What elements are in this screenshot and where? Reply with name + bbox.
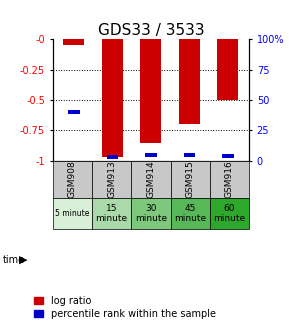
Bar	[53, 198, 92, 229]
Bar	[131, 161, 171, 198]
Text: GSM913: GSM913	[107, 160, 116, 198]
Bar	[179, 39, 200, 124]
Bar	[102, 39, 123, 157]
Text: time: time	[3, 255, 25, 265]
Text: 15
minute: 15 minute	[96, 204, 128, 223]
Text: GSM916: GSM916	[225, 160, 234, 198]
Text: 45
minute: 45 minute	[174, 204, 206, 223]
Bar	[131, 198, 171, 229]
Bar	[68, 110, 80, 114]
Bar	[171, 161, 210, 198]
Bar	[222, 154, 234, 158]
Bar	[53, 161, 92, 198]
Bar	[210, 161, 249, 198]
Text: 5 minute: 5 minute	[55, 209, 90, 218]
Bar	[92, 161, 131, 198]
Bar	[171, 198, 210, 229]
Text: GSM915: GSM915	[186, 160, 195, 198]
Text: 60
minute: 60 minute	[213, 204, 246, 223]
Bar	[217, 39, 239, 100]
Bar	[140, 39, 161, 143]
Bar	[92, 198, 131, 229]
Bar	[145, 153, 157, 157]
Bar	[184, 153, 195, 157]
Bar	[107, 155, 118, 159]
Text: GSM908: GSM908	[68, 160, 77, 198]
Bar	[63, 39, 84, 45]
Legend: log ratio, percentile rank within the sample: log ratio, percentile rank within the sa…	[34, 296, 216, 319]
Text: 30
minute: 30 minute	[135, 204, 167, 223]
Text: GSM914: GSM914	[146, 161, 155, 198]
Bar	[210, 198, 249, 229]
Title: GDS33 / 3533: GDS33 / 3533	[98, 23, 204, 38]
Text: ▶: ▶	[19, 255, 28, 265]
